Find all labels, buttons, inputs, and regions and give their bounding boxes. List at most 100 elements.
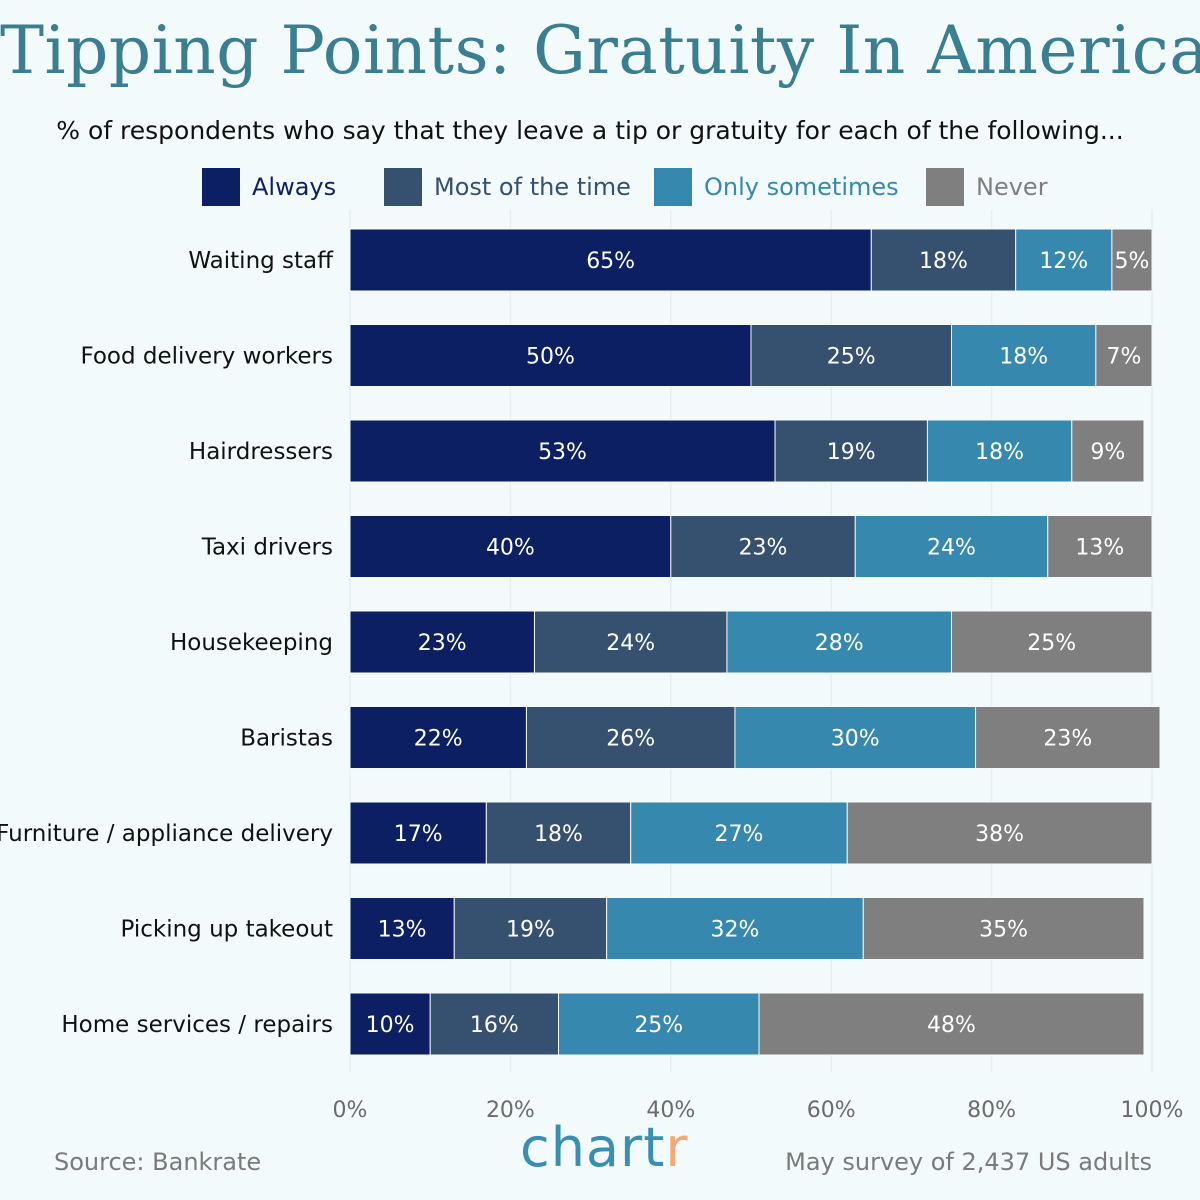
bar-segment [1095, 324, 1153, 387]
category-label: Food delivery workers [80, 344, 333, 370]
data-label: 12% [1039, 249, 1088, 274]
legend: Always Most of the time Only sometimes Neve… [0, 168, 1200, 208]
data-label: 30% [831, 727, 880, 752]
data-label: 5% [1114, 249, 1149, 274]
data-label: 28% [815, 631, 864, 656]
data-label: 13% [1075, 536, 1124, 561]
data-label: 19% [827, 440, 876, 465]
data-label: 9% [1090, 440, 1125, 465]
data-label: 17% [394, 822, 443, 847]
data-label: 50% [526, 345, 575, 370]
legend-item: Most of the time [384, 168, 631, 206]
bar-segment [558, 992, 760, 1056]
data-label: 25% [634, 1013, 683, 1038]
data-label: 18% [534, 822, 583, 847]
data-label: 38% [975, 822, 1024, 847]
legend-item: Always [202, 168, 336, 206]
x-tick-label: 0% [333, 1098, 368, 1123]
survey-note: May survey of 2,437 US adults [785, 1148, 1152, 1176]
bar-segment [485, 801, 632, 865]
category-label: Baristas [240, 726, 333, 752]
data-label: 65% [586, 249, 635, 274]
category-label: Home services / repairs [61, 1012, 333, 1038]
data-label: 24% [927, 536, 976, 561]
bar-segment [453, 897, 608, 960]
data-label: 48% [927, 1013, 976, 1038]
chartr-logo: chartr [520, 1116, 689, 1179]
bar-segment [349, 515, 672, 578]
bar-segment [525, 706, 736, 769]
legend-label: Never [976, 173, 1048, 201]
data-label: 10% [366, 1013, 415, 1038]
data-label: 23% [739, 536, 788, 561]
bar-segment [429, 992, 560, 1056]
bar-segment [975, 706, 1161, 769]
bar-segment [774, 419, 928, 483]
chart-subtitle: % of respondents who say that they leave… [56, 116, 1124, 145]
category-label: Taxi drivers [201, 535, 333, 561]
data-label: 23% [1043, 727, 1092, 752]
legend-item: Only sometimes [654, 168, 899, 206]
data-label: 18% [999, 345, 1048, 370]
x-tick-label: 20% [486, 1098, 535, 1123]
legend-swatch [654, 168, 692, 206]
bar-segment [926, 419, 1073, 483]
data-label: 18% [919, 249, 968, 274]
bar-segment [630, 801, 848, 865]
data-label: 35% [979, 918, 1028, 943]
bar-segment [846, 801, 1153, 865]
data-label: 7% [1106, 345, 1141, 370]
legend-swatch [384, 168, 422, 206]
bar-segment [670, 515, 856, 578]
bar-segment [854, 515, 1049, 578]
data-label: 22% [414, 727, 463, 752]
bar-segment [349, 419, 776, 483]
data-label: 13% [378, 918, 427, 943]
bar-segment [870, 228, 1017, 292]
bar-segment [349, 228, 872, 292]
bar-segment [349, 706, 527, 769]
data-label: 53% [538, 440, 587, 465]
bar-segment [1015, 228, 1113, 292]
bar-segment [758, 992, 1145, 1056]
bar-segment [349, 324, 752, 387]
data-label: 32% [711, 918, 760, 943]
data-label: 26% [606, 727, 655, 752]
source-note: Source: Bankrate [54, 1148, 262, 1176]
bar-chart: 0% 20% 40% 60% 80% 100% Waiting staff 65% 18% 12%… [0, 210, 1184, 1123]
bar-segment [1071, 419, 1145, 483]
data-label: 40% [486, 536, 535, 561]
bar-segment [750, 324, 952, 387]
x-tick-label: 40% [646, 1098, 695, 1123]
data-label: 25% [827, 345, 876, 370]
chart-title: Tipping Points: Gratuity In America [0, 12, 1200, 89]
data-label: 16% [470, 1013, 519, 1038]
category-label: Waiting staff [188, 248, 334, 274]
data-label: 25% [1027, 631, 1076, 656]
data-label: 19% [506, 918, 555, 943]
legend-label: Only sometimes [704, 173, 899, 201]
category-label: Picking up takeout [120, 917, 333, 943]
category-label: Furniture / appliance delivery [0, 821, 333, 847]
data-label: 18% [975, 440, 1024, 465]
legend-swatch [202, 168, 240, 206]
legend-swatch [926, 168, 964, 206]
x-tick-label: 60% [807, 1098, 856, 1123]
legend-item: Never [926, 168, 1048, 206]
bar-segment [1111, 228, 1153, 292]
bar-segment [951, 610, 1153, 674]
category-label: Housekeeping [170, 630, 333, 656]
legend-label: Always [252, 173, 337, 201]
bar-segment [1047, 515, 1153, 578]
legend-label: Most of the time [434, 173, 631, 201]
category-label: Hairdressers [189, 439, 333, 465]
data-label: 24% [606, 631, 655, 656]
x-tick-label: 100% [1121, 1098, 1184, 1123]
x-tick-label: 80% [967, 1098, 1016, 1123]
bar-segment [349, 610, 535, 674]
data-label: 23% [418, 631, 467, 656]
bar-segment [349, 992, 431, 1056]
data-label: 27% [715, 822, 764, 847]
bar-segment [349, 897, 455, 960]
